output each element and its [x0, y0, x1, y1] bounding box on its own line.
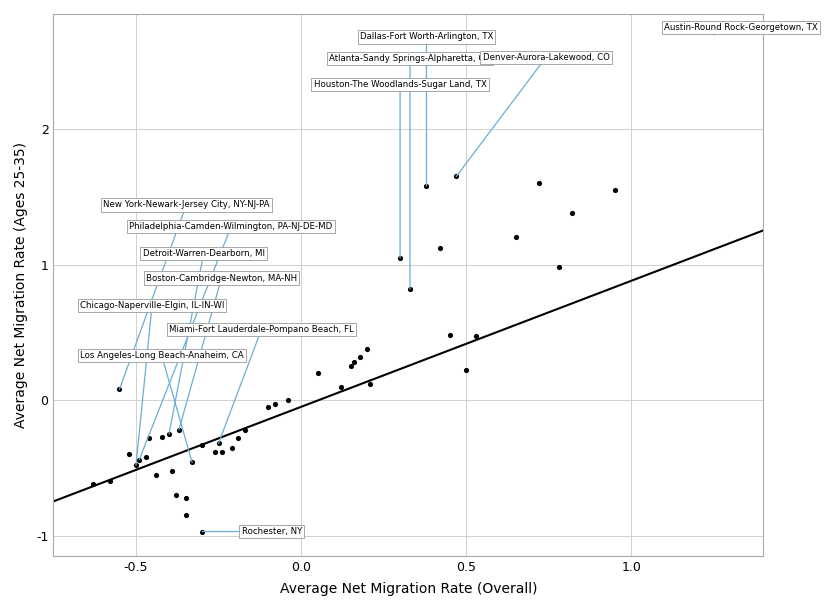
- Point: [87, 479, 100, 489]
- Text: Detroit-Warren-Dearborn, MI: Detroit-Warren-Dearborn, MI: [143, 249, 265, 434]
- Point: [195, 440, 208, 450]
- Point: [162, 429, 176, 439]
- Point: [354, 352, 367, 362]
- Point: [344, 361, 357, 371]
- Point: [268, 400, 281, 409]
- Point: [532, 178, 545, 188]
- Point: [186, 458, 199, 467]
- Text: Austin-Round Rock-Georgetown, TX: Austin-Round Rock-Georgetown, TX: [664, 23, 818, 32]
- Point: [155, 432, 169, 442]
- Point: [212, 439, 225, 448]
- Text: Miami-Fort Lauderdale-Pompano Beach, FL: Miami-Fort Lauderdale-Pompano Beach, FL: [169, 325, 354, 443]
- Point: [165, 465, 179, 475]
- Point: [123, 450, 136, 459]
- Text: Atlanta-Sandy Springs-Alpharetta, GA: Atlanta-Sandy Springs-Alpharetta, GA: [329, 54, 491, 289]
- Point: [608, 185, 622, 195]
- Text: Los Angeles-Long Beach-Anaheim, CA: Los Angeles-Long Beach-Anaheim, CA: [80, 351, 244, 462]
- Point: [449, 171, 463, 181]
- Point: [129, 461, 143, 470]
- Text: New York-Newark-Jersey City, NY-NJ-PA: New York-Newark-Jersey City, NY-NJ-PA: [103, 201, 270, 389]
- Text: Denver-Aurora-Lakewood, CO: Denver-Aurora-Lakewood, CO: [456, 52, 610, 176]
- Point: [139, 452, 153, 462]
- Point: [169, 490, 182, 500]
- Text: Chicago-Naperville-Elgin, IL-IN-WI: Chicago-Naperville-Elgin, IL-IN-WI: [80, 301, 224, 465]
- Point: [149, 470, 162, 479]
- Point: [281, 395, 295, 405]
- Point: [433, 243, 446, 253]
- Point: [552, 262, 565, 272]
- Y-axis label: Average Net Migration Rate (Ages 25-35): Average Net Migration Rate (Ages 25-35): [14, 142, 28, 428]
- Point: [208, 447, 222, 456]
- Point: [360, 343, 374, 353]
- Point: [364, 379, 377, 389]
- Point: [232, 433, 245, 443]
- Point: [179, 493, 192, 503]
- Point: [113, 384, 126, 394]
- Point: [459, 365, 473, 375]
- Text: Houston-The Woodlands-Sugar Land, TX: Houston-The Woodlands-Sugar Land, TX: [313, 80, 486, 258]
- Text: Boston-Cambridge-Newton, MA-NH: Boston-Cambridge-Newton, MA-NH: [146, 274, 297, 430]
- Point: [133, 455, 146, 465]
- Point: [215, 447, 228, 456]
- Point: [179, 511, 192, 520]
- Point: [707, 27, 721, 37]
- Point: [172, 425, 186, 435]
- Point: [393, 253, 407, 263]
- Point: [143, 433, 156, 443]
- Point: [239, 425, 252, 435]
- Text: Philadelphia-Camden-Wilmington, PA-NJ-DE-MD: Philadelphia-Camden-Wilmington, PA-NJ-DE…: [129, 222, 333, 460]
- Point: [443, 330, 456, 340]
- Point: [261, 402, 275, 412]
- Point: [509, 232, 522, 242]
- Point: [334, 382, 348, 392]
- Point: [347, 357, 360, 367]
- Point: [420, 181, 433, 191]
- Point: [225, 443, 239, 453]
- Point: [102, 476, 116, 486]
- Point: [195, 526, 208, 536]
- Point: [311, 368, 324, 378]
- Text: Rochester, NY: Rochester, NY: [202, 527, 302, 536]
- X-axis label: Average Net Migration Rate (Overall): Average Net Migration Rate (Overall): [280, 582, 537, 596]
- Text: Dallas-Fort Worth-Arlington, TX: Dallas-Fort Worth-Arlington, TX: [360, 32, 493, 186]
- Point: [403, 284, 417, 294]
- Point: [470, 331, 483, 341]
- Point: [565, 208, 579, 218]
